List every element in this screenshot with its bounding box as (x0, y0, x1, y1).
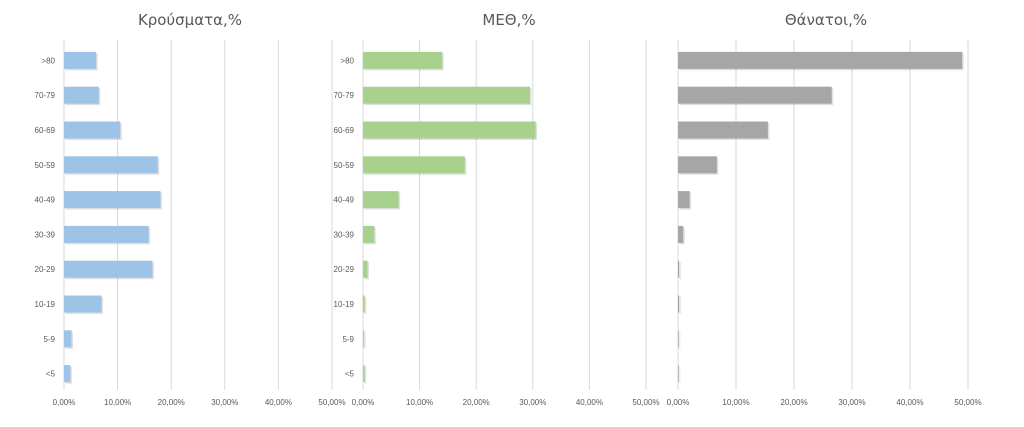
tick-label: 0,00% (352, 398, 375, 407)
bars-cases (64, 51, 162, 384)
category-label: 30-39 (334, 230, 355, 239)
gridlines-cases (63, 40, 333, 390)
bar-shadow (364, 297, 367, 314)
tick-labels-deaths: 0,00% 10,00% 20,00% 30,00% 40,00% 50,00% (667, 398, 982, 407)
tick-label: 10,00% (722, 398, 749, 407)
bar-cases-40-49 (64, 191, 161, 209)
category-label: <5 (345, 370, 355, 379)
bar-cases-5-9 (64, 330, 72, 348)
bars-icu (363, 51, 538, 384)
bar-icu-under-5 (363, 365, 365, 383)
bar-deaths-40-49 (678, 191, 690, 209)
bar-cases-10-19 (64, 295, 102, 313)
bar-icu-50-59 (363, 156, 465, 174)
category-labels-cases: >80 70-79 60-69 50-59 40-49 30-39 20-29 10-19 5-… (35, 56, 56, 378)
category-label: >80 (41, 56, 55, 65)
bar-deaths-50-59 (678, 156, 717, 174)
bar-deaths-60-69 (678, 121, 768, 139)
category-label: >80 (340, 56, 354, 65)
bar-cases-70-79 (64, 86, 99, 104)
category-label: 40-49 (35, 196, 56, 205)
category-label: 10-19 (334, 300, 355, 309)
category-label: 30-39 (35, 230, 56, 239)
bar-shadow (679, 366, 681, 384)
bar-cases-50-59 (64, 156, 158, 174)
category-label: 5-9 (43, 335, 55, 344)
bar-deaths-20-29 (678, 260, 680, 278)
category-label: 5-9 (342, 335, 354, 344)
tick-label: 20,00% (158, 398, 185, 407)
chart-title-deaths: Θάνατοι,% (785, 11, 867, 29)
category-label: 50-59 (35, 161, 56, 170)
chart-title-cases: Κρούσματα,% (138, 11, 242, 29)
tick-label: 10,00% (104, 398, 131, 407)
bar-cases-20-29 (64, 260, 153, 278)
chart-panel-deaths: Θάνατοι,% 0,00% 10,00% 20,00% 30,00% 40,00% 5… (667, 11, 982, 407)
bar-icu-10-19 (363, 295, 365, 313)
category-label: 70-79 (334, 91, 355, 100)
tick-label: 30,00% (838, 398, 865, 407)
bar-deaths-70-79 (678, 86, 832, 104)
bar-shadow (679, 297, 681, 314)
tick-label: 0,00% (53, 398, 76, 407)
tick-label: 20,00% (780, 398, 807, 407)
category-label: 60-69 (334, 126, 355, 135)
tick-label: 50,00% (318, 398, 345, 407)
bar-icu-5-9 (363, 330, 365, 348)
category-label: 50-59 (334, 161, 355, 170)
tick-label: 30,00% (519, 398, 546, 407)
bar-shadow (679, 262, 681, 280)
category-label: <5 (46, 370, 56, 379)
chart-panel-icu: ΜΕΘ,% >80 70-79 60-69 50-59 40-49 30-39 20-29 1… (334, 11, 660, 407)
bar-deaths-30-39 (678, 225, 684, 243)
bar-shadow (364, 366, 367, 384)
tick-labels-icu: 0,00% 10,00% 20,00% 30,00% 40,00% 50,00% (352, 398, 660, 407)
bar-deaths-10-19 (678, 295, 680, 313)
tick-label: 40,00% (265, 398, 292, 407)
tick-label: 50,00% (632, 398, 659, 407)
bar-deaths-5-9 (678, 330, 679, 348)
category-labels-icu: >80 70-79 60-69 50-59 40-49 30-39 20-29 10-19 5-… (334, 56, 355, 378)
bar-cases-under-5 (64, 365, 71, 383)
tick-label: 40,00% (896, 398, 923, 407)
bar-deaths-under-5 (678, 365, 679, 383)
bar-shadow (679, 331, 681, 349)
tick-label: 30,00% (211, 398, 238, 407)
tick-label: 0,00% (667, 398, 690, 407)
category-label: 70-79 (35, 91, 56, 100)
bar-icu-20-29 (363, 260, 368, 278)
bar-cases-30-39 (64, 225, 149, 243)
bar-cases-60-69 (64, 121, 121, 139)
category-label: 10-19 (35, 300, 56, 309)
chart-panel-cases: Κρούσματα,% >80 70-79 60-69 50-59 40-49 30-39… (35, 11, 346, 407)
category-label: 20-29 (334, 265, 355, 274)
tick-label: 10,00% (406, 398, 433, 407)
category-label: 20-29 (35, 265, 56, 274)
tick-label: 50,00% (954, 398, 981, 407)
bar-icu-70-79 (363, 86, 530, 104)
tick-label: 20,00% (463, 398, 490, 407)
bar-icu-30-39 (363, 225, 375, 243)
chart-title-icu: ΜΕΘ,% (482, 11, 535, 29)
bar-shadow (364, 331, 366, 349)
category-label: 60-69 (35, 126, 56, 135)
bars-deaths (678, 51, 964, 384)
bar-deaths-over-80 (678, 51, 963, 69)
tick-labels-cases: 0,00% 10,00% 20,00% 30,00% 40,00% 50,00% (53, 398, 346, 407)
bar-cases-over-80 (64, 51, 97, 69)
category-label: 40-49 (334, 196, 355, 205)
bar-icu-60-69 (363, 121, 536, 139)
bar-icu-over-80 (363, 51, 443, 69)
bar-icu-40-49 (363, 191, 399, 209)
tick-label: 40,00% (576, 398, 603, 407)
